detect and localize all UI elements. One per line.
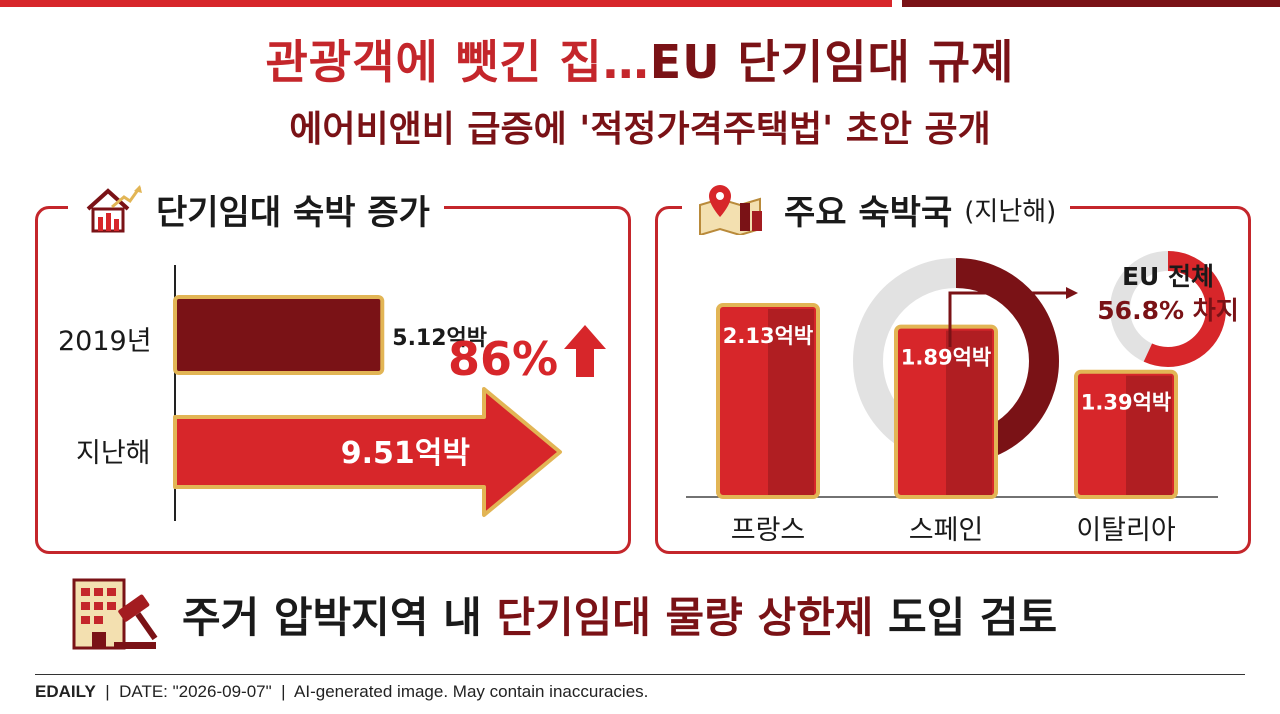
bar-shade <box>1126 375 1172 495</box>
top-accent-bar-dark <box>902 0 1280 7</box>
category-label: 스페인 <box>909 515 984 546</box>
left-panel: 단기임대 숙박 증가 2019년 지난해 5.12억박 9.51억박 86% <box>35 183 631 554</box>
callout-line1: EU 전체 <box>1122 262 1214 291</box>
headline-part2: EU 단기임대 규제 <box>649 35 1015 89</box>
headline-part1: 관광객에 뺏긴 집… <box>265 35 650 89</box>
footer: EDAILY | DATE: "2026-09-07" | AI-generat… <box>35 682 649 701</box>
category-label: 지난해 <box>76 438 151 469</box>
callout-line2: 56.8% 차지 <box>1097 296 1238 325</box>
bar-2019 <box>173 295 385 375</box>
value-label: 2.13억박 <box>723 324 813 348</box>
right-panel-title: 주요 숙박국 <box>784 192 953 233</box>
bottom-text-pre: 주거 압박지역 내 <box>182 592 497 642</box>
eu-share-mini-ring-fill <box>1110 251 1226 367</box>
callout-arrowhead <box>1066 287 1078 299</box>
category-label: 2019년 <box>58 326 152 357</box>
footer-brand: EDAILY <box>35 682 96 701</box>
category-label: 프랑스 <box>731 515 806 546</box>
bottom-message: 주거 압박지역 내 단기임대 물량 상한제 도입 검토 <box>70 574 1057 654</box>
callout-connector <box>948 291 1066 347</box>
up-arrow-icon <box>564 325 606 377</box>
left-panel-heading: 단기임대 숙박 증가 <box>68 183 444 235</box>
building-gavel-icon <box>72 578 158 650</box>
category-label: 이탈리아 <box>1076 515 1176 546</box>
value-label: 9.51억박 <box>341 436 471 471</box>
bar-last-year <box>173 387 562 517</box>
headline: 관광객에 뺏긴 집…EU 단기임대 규제 <box>0 26 1280 92</box>
footer-note: AI-generated image. May contain inaccura… <box>294 682 649 701</box>
value-label: 1.89억박 <box>901 346 991 370</box>
growth-percent-label: 86% <box>448 332 558 386</box>
value-label: 5.12억박 <box>392 326 487 351</box>
footer-date: DATE: "2026-09-07" <box>119 682 272 701</box>
footer-divider <box>35 674 1245 675</box>
bar-shade <box>946 330 992 495</box>
top-accent-bar <box>0 0 892 7</box>
subheadline: 에어비앤비 급증에 '적정가격주택법' 초안 공개 <box>289 109 991 150</box>
value-label: 1.39억박 <box>1081 391 1171 415</box>
map-pin-city-icon <box>699 185 762 235</box>
left-panel-title: 단기임대 숙박 증가 <box>156 192 430 233</box>
bottom-text-post: 도입 검토 <box>873 592 1058 642</box>
bottom-text-highlight: 단기임대 물량 상한제 <box>496 592 874 642</box>
bar-shade <box>768 309 814 495</box>
right-panel-title-suffix: (지난해) <box>964 196 1057 227</box>
stay-growth-chart: 5.12억박 9.51억박 86% <box>173 265 606 521</box>
house-growth-icon <box>86 185 142 233</box>
right-panel-heading: 주요 숙박국 (지난해) <box>682 183 1071 235</box>
